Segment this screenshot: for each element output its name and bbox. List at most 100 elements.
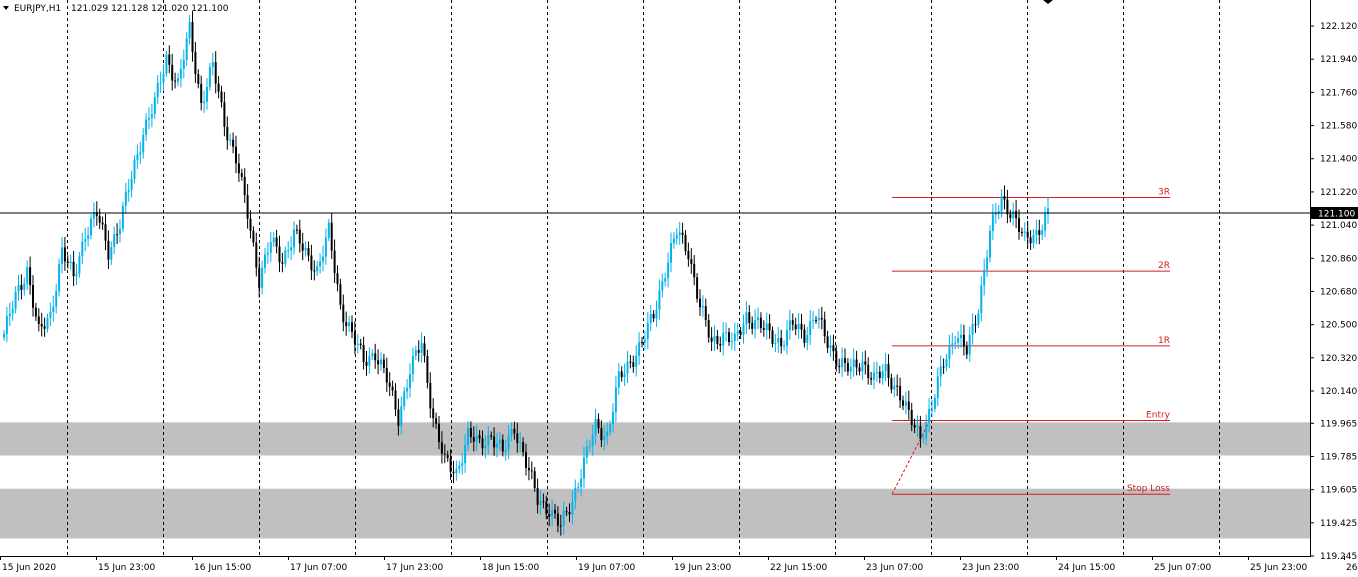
candle bbox=[487, 426, 490, 455]
candle bbox=[852, 348, 855, 377]
candle bbox=[777, 326, 780, 353]
candle bbox=[455, 460, 458, 481]
candle bbox=[820, 306, 823, 330]
candle bbox=[319, 253, 322, 274]
candle bbox=[983, 258, 986, 296]
candle bbox=[980, 276, 983, 322]
candle bbox=[29, 256, 32, 295]
candle bbox=[32, 275, 34, 317]
candle bbox=[116, 223, 119, 245]
candle bbox=[426, 349, 429, 389]
candle bbox=[643, 331, 646, 350]
candle bbox=[887, 354, 890, 387]
candle bbox=[226, 116, 229, 150]
candle bbox=[748, 305, 751, 330]
candle bbox=[272, 231, 275, 248]
time-axis[interactable]: 15 Jun 2020 15 Jun 23:00 16 Jun 15:00 17 Ju… bbox=[0, 556, 1358, 573]
candle bbox=[211, 52, 214, 76]
current-price-tag-box bbox=[1311, 207, 1358, 219]
candle bbox=[252, 226, 255, 247]
y-tick-label: 121.580 bbox=[1320, 122, 1357, 132]
candle bbox=[928, 397, 931, 433]
candle bbox=[870, 371, 873, 385]
candle bbox=[1029, 230, 1032, 250]
candle bbox=[716, 330, 719, 350]
y-tick-label: 119.785 bbox=[1320, 452, 1357, 462]
candle bbox=[200, 75, 203, 111]
candle bbox=[812, 311, 815, 330]
candle bbox=[217, 75, 220, 99]
candle bbox=[835, 344, 838, 372]
candle bbox=[507, 425, 510, 460]
candle bbox=[629, 354, 632, 369]
candle bbox=[525, 443, 527, 476]
candle bbox=[188, 15, 191, 45]
current-price-tag: 121.100 bbox=[1311, 207, 1358, 220]
candle bbox=[736, 323, 739, 342]
x-tick-label: 15 Jun 23:00 bbox=[98, 563, 155, 573]
candle bbox=[922, 432, 925, 444]
candle bbox=[681, 222, 684, 244]
candle bbox=[101, 216, 104, 230]
price-axis[interactable]: 122.120 121.940 121.760 121.580 121.400 121.2… bbox=[1310, 22, 1357, 562]
candle bbox=[684, 230, 687, 256]
candle bbox=[197, 69, 200, 89]
candle bbox=[626, 351, 629, 384]
candle bbox=[464, 434, 467, 473]
candle bbox=[339, 278, 342, 310]
candle bbox=[133, 155, 136, 184]
candle bbox=[881, 363, 884, 385]
candle bbox=[397, 398, 400, 436]
candle bbox=[87, 226, 90, 247]
candle bbox=[696, 273, 699, 303]
candle bbox=[52, 295, 55, 322]
candle bbox=[841, 347, 844, 377]
candle bbox=[484, 435, 487, 459]
candle bbox=[362, 336, 365, 370]
symbol-timeframe: EURJPY,H1 bbox=[14, 4, 61, 14]
candle bbox=[191, 11, 194, 62]
candle bbox=[336, 265, 339, 292]
supply-demand-zones bbox=[0, 422, 1310, 539]
candle bbox=[873, 362, 875, 390]
candle bbox=[1035, 219, 1038, 245]
y-tick-label: 119.605 bbox=[1320, 486, 1357, 496]
candle bbox=[287, 241, 290, 259]
candle bbox=[400, 396, 403, 435]
candle bbox=[37, 308, 40, 332]
y-tick-label: 120.140 bbox=[1320, 387, 1357, 397]
candle bbox=[8, 302, 11, 326]
candle bbox=[290, 236, 293, 261]
candle bbox=[150, 103, 153, 128]
candle bbox=[806, 326, 809, 351]
candle bbox=[664, 272, 667, 287]
x-tick-label: 15 Jun 2020 bbox=[2, 563, 56, 573]
candle bbox=[162, 64, 165, 91]
candle bbox=[458, 460, 461, 474]
candle bbox=[742, 314, 745, 344]
candle bbox=[791, 313, 794, 331]
candle bbox=[864, 350, 867, 375]
candle bbox=[745, 301, 748, 334]
candle bbox=[208, 62, 211, 91]
candle bbox=[765, 312, 768, 340]
candle bbox=[829, 335, 832, 358]
candle bbox=[472, 426, 475, 452]
candle bbox=[722, 321, 725, 356]
candle bbox=[327, 218, 330, 242]
trade-levels[interactable]: 3R 2R 1R Entry Stop Loss bbox=[891, 187, 1171, 495]
candle bbox=[351, 315, 353, 339]
candle bbox=[420, 332, 423, 363]
candle bbox=[417, 340, 420, 362]
candle bbox=[797, 313, 800, 339]
x-tick-label: 25 Jun 07:00 bbox=[1154, 563, 1211, 573]
candle bbox=[913, 418, 916, 434]
symbol-dropdown-icon[interactable] bbox=[3, 6, 9, 10]
y-tick-label: 120.500 bbox=[1320, 321, 1357, 331]
candle bbox=[322, 245, 324, 272]
candle bbox=[504, 439, 507, 461]
shift-marker-icon[interactable] bbox=[1043, 0, 1053, 4]
candle bbox=[826, 330, 829, 353]
candle bbox=[562, 501, 565, 535]
